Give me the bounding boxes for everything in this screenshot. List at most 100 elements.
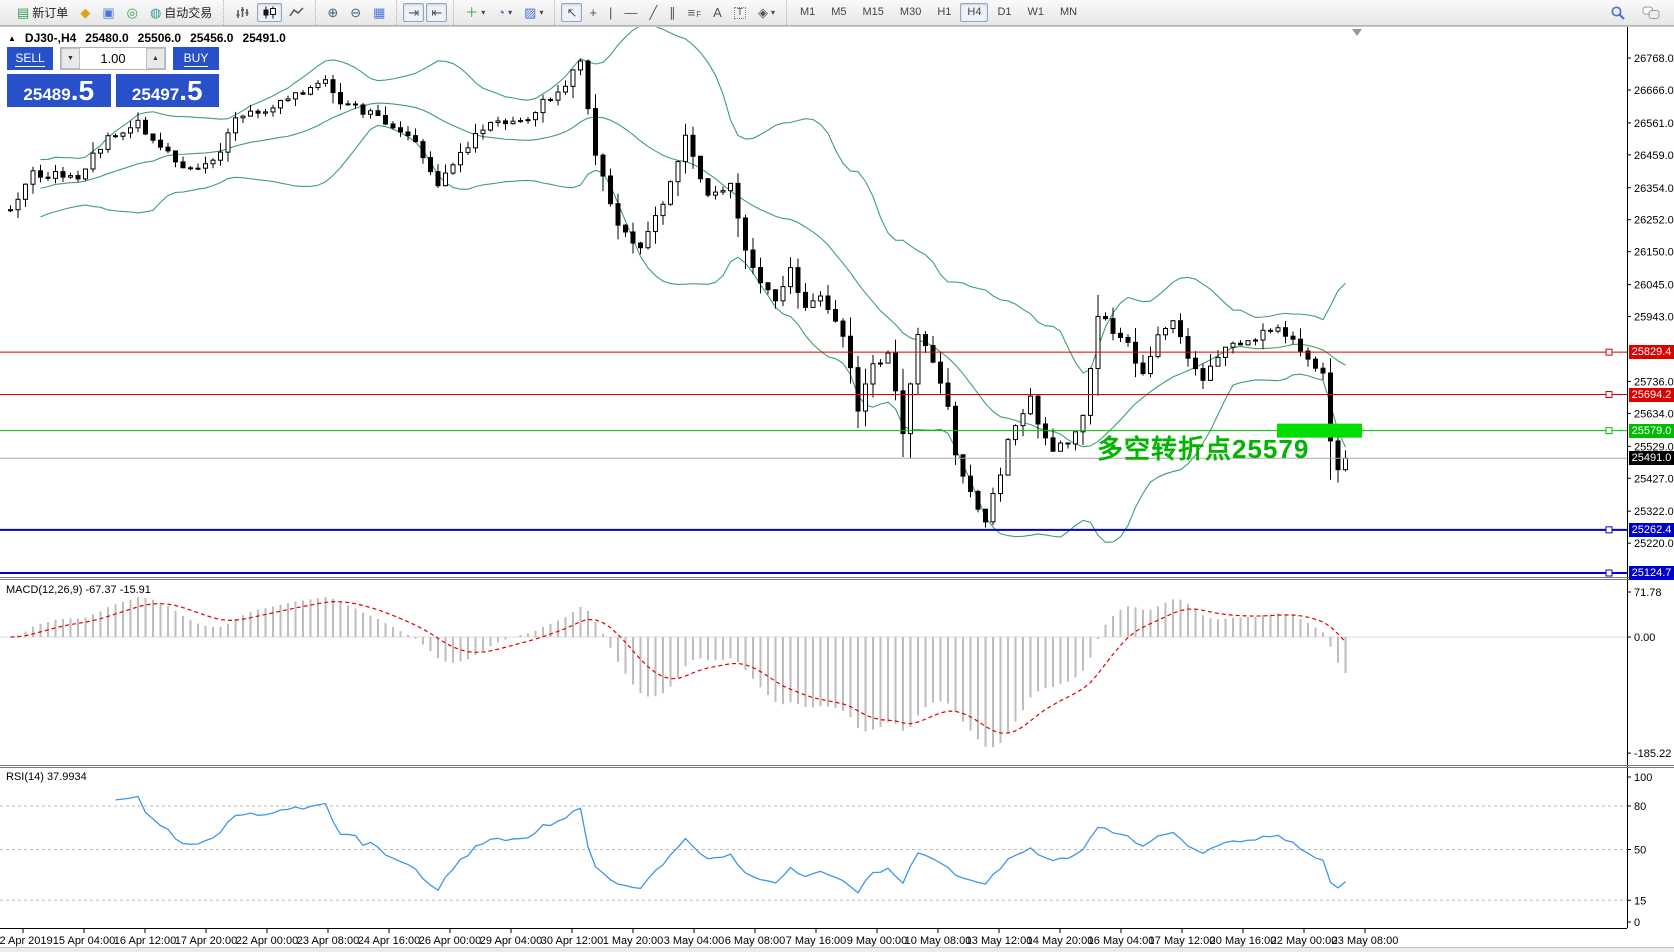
buy-button[interactable]: BUY [173,47,219,70]
chart-text-annotation[interactable]: 多空转折点25579 [1097,434,1310,464]
indicators-button[interactable]: ＋ ▾ [460,3,490,22]
cursor-button[interactable]: ↖ [561,3,583,22]
auto-scroll-button[interactable]: ⇥ [403,3,425,22]
zoom-out-button[interactable]: ⊖ [345,3,366,22]
line-handle[interactable] [1605,569,1613,577]
trendline-button[interactable]: ╱ [644,3,662,22]
svg-text:14 May 20:00: 14 May 20:00 [1027,935,1094,947]
timeframe-m15[interactable]: M15 [862,6,884,18]
svg-text:80: 80 [1634,801,1646,813]
vertical-line-button[interactable]: | [604,3,617,22]
rsi-series [0,795,1627,901]
svg-text:50: 50 [1634,845,1646,857]
bar-high-value: 25506.0 [137,31,182,45]
timeframe-m1[interactable]: M1 [799,6,816,18]
line-chart-button[interactable] [284,3,309,22]
volume-decrease-button[interactable]: ▼ [61,48,80,69]
new-order-button[interactable]: ▤ 新订单 [12,3,73,22]
periods-icon: ◔ [497,5,506,20]
timeframe-d1[interactable]: D1 [997,6,1012,18]
highlight-rectangle[interactable] [1277,423,1362,438]
trendline-icon: ╱ [649,5,658,20]
terminal-icon-icon: ▣ [102,5,115,20]
text-icon: A [713,5,722,20]
svg-text:6 May 08:00: 6 May 08:00 [725,935,786,947]
zoom-in-button[interactable]: ⊕ [322,3,343,22]
signals-icon-icon: ◎ [126,5,138,20]
buy-price-box[interactable]: 25497.5 [115,74,219,107]
volume-increase-button[interactable]: ▲ [146,48,165,69]
indicators-icon: ＋ [465,5,479,20]
bar-chart-button[interactable] [230,3,255,22]
text-button[interactable]: A [708,3,727,22]
toolbar-group-chart-type [223,0,315,25]
svg-text:17 Apr 20:00: 17 Apr 20:00 [175,935,237,947]
volume-input[interactable] [80,48,146,69]
bollinger-band-line [40,124,1346,543]
macd-series [10,597,1347,748]
search-button[interactable] [1605,2,1631,24]
one-click-trading-panel: SELL ▼ ▲ BUY 25489.5 25497.5 [7,47,219,107]
sell-price-box[interactable]: 25489.5 [7,74,111,107]
svg-text:25736.0: 25736.0 [1634,376,1674,388]
svg-text:30 Apr 12:00: 30 Apr 12:00 [541,935,603,947]
line-handle[interactable] [1605,391,1613,399]
line-handle[interactable] [1605,427,1613,435]
arrows-button[interactable]: ◈ ▾ [753,3,780,22]
svg-text:24 Apr 16:00: 24 Apr 16:00 [358,935,420,947]
chat-button[interactable] [1637,3,1665,23]
channel-button[interactable]: ∥ [664,3,681,22]
svg-text:15: 15 [1634,895,1646,907]
toolbar-group-timeframes: M1 M5 M15 M30 H1 H4 D1 W1 MN [785,0,1090,25]
svg-text:100: 100 [1634,772,1652,784]
chevron-down-icon: ▾ [770,7,775,17]
svg-text:71.78: 71.78 [1634,587,1662,599]
chevron-down-icon: ▾ [539,7,544,17]
tile-windows-button[interactable]: ▦ [368,3,390,22]
candlestick-chart-button[interactable] [257,3,283,22]
svg-text:25220.0: 25220.0 [1634,538,1674,550]
line-handle[interactable] [1605,348,1613,356]
timeframe-m5[interactable]: M5 [831,6,847,18]
svg-text:0: 0 [1634,917,1640,929]
fibonacci-button[interactable]: ≡ F [683,3,706,22]
horizontal-line-button[interactable]: — [619,3,642,22]
chevron-down-icon: ▾ [481,7,486,17]
periods-button[interactable]: ◔ ▾ [492,3,517,22]
candlestick-chart-icon [262,6,277,19]
auto-trading-button[interactable]: ◍ 自动交易 [145,3,217,22]
svg-text:25322.0: 25322.0 [1634,506,1674,518]
svg-text:9 May 00:00: 9 May 00:00 [847,935,908,947]
crosshair-button[interactable]: + [584,3,602,22]
chat-icon [1642,6,1660,20]
chart-shift-button[interactable]: ⇤ [426,3,448,22]
svg-text:25529.0: 25529.0 [1634,441,1674,453]
terminal-icon-button[interactable]: ▣ [97,3,119,22]
svg-text:22 May 00:00: 22 May 00:00 [1271,935,1338,947]
main-toolbar: ▤ 新订单 ◆ ▣ ◎ ◍ 自动交易 ⊕ ⊖ ▦ ⇥ ⇤ ＋ ▾ ◔ ▾ ▨ ▾ ↖ + | — ╱ ∥ ≡ F A T ◈ ▾ M1 M5 M… [0,0,1674,26]
templates-button[interactable]: ▨ ▾ [519,3,548,22]
toolbar-group-insert: ＋ ▾ ◔ ▾ ▨ ▾ [453,0,554,25]
collapse-triangle-icon[interactable]: ▲ [8,33,16,43]
timeframe-m30[interactable]: M30 [899,6,922,18]
sell-button[interactable]: SELL [7,47,53,70]
bar-open-value: 25480.0 [85,31,129,45]
volume-stepper: ▼ ▲ [60,47,166,70]
svg-text:7 May 16:00: 7 May 16:00 [786,935,847,947]
text-label-icon: T [733,6,746,19]
timeframe-mn[interactable]: MN [1060,6,1078,18]
profile-icon-button[interactable]: ◆ [75,3,95,22]
vertical-line-icon: | [608,5,613,20]
bar-close-value: 25491.0 [242,31,286,45]
line-handle[interactable] [1605,526,1613,534]
svg-text:16 May 04:00: 16 May 04:00 [1088,935,1155,947]
timeframe-h1[interactable]: H1 [937,6,952,18]
chart-shift-marker[interactable] [1352,29,1362,36]
zoom-in-icon: ⊕ [327,5,339,20]
timeframe-h4[interactable]: H4 [960,3,989,22]
signals-icon-button[interactable]: ◎ [122,3,143,22]
timeframe-w1[interactable]: W1 [1027,6,1045,18]
text-label-button[interactable]: T [729,4,751,22]
svg-text:20 May 16:00: 20 May 16:00 [1210,935,1277,947]
